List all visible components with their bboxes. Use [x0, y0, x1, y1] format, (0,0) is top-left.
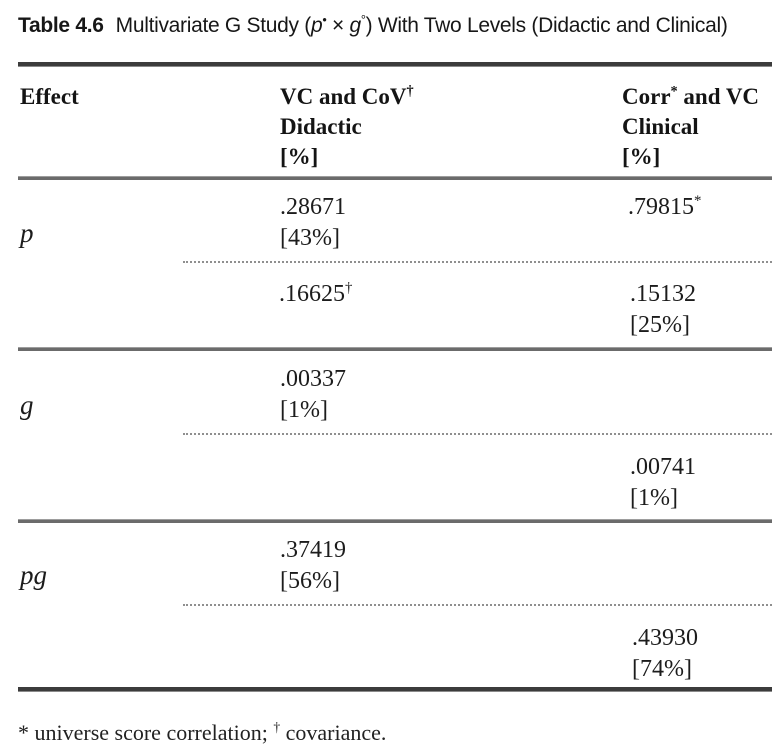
row-divider-dotted-p [183, 261, 772, 263]
table-footnote: * universe score correlation; † covarian… [18, 720, 386, 746]
table-caption: Table 4.6 Multivariate G Study (p• × g°) … [18, 14, 772, 38]
header-didactic-dagger: † [406, 83, 414, 100]
value-text: .00741 [630, 454, 696, 480]
header-clinical-line3: [%] [622, 144, 661, 169]
footnote-text-2: covariance. [280, 720, 387, 745]
caption-sup-bullet: • [322, 13, 327, 27]
header-effect: Effect [20, 84, 79, 109]
caption-var-g: g [349, 14, 361, 37]
row-divider-dotted-g [183, 433, 772, 435]
header-didactic-line3: [%] [280, 144, 319, 169]
cell-g2-clinical-value: .00741 [630, 452, 696, 483]
cell-g2-clinical-pct: [1%] [630, 485, 678, 511]
value-text: .16625 [279, 281, 345, 307]
cell-p2-clinical-pct: [25%] [630, 312, 690, 338]
effect-label-pg: pg [20, 560, 47, 590]
value-sup: † [345, 280, 353, 296]
header-clinical-line1: Corr* and VC [622, 82, 759, 112]
caption-text-pre: Multivariate G Study ( [115, 14, 312, 37]
header-clinical-line2: Clinical [622, 114, 699, 139]
value-text: .15132 [630, 281, 696, 307]
value-sup: * [694, 193, 702, 209]
header-clinical-asterisk: * [670, 83, 678, 100]
value-text: .79815 [628, 194, 694, 220]
value-text: .37419 [280, 537, 346, 563]
header-clinical-corr: Corr [622, 84, 671, 109]
footnote-asterisk: * [18, 720, 29, 745]
cell-p-didactic-value: .28671 [280, 192, 346, 223]
rule-after-p [18, 347, 772, 351]
value-text: .43930 [632, 625, 698, 651]
header-rule [18, 176, 772, 180]
header-didactic-line1: VC and CoV† [280, 82, 414, 112]
cell-p-didactic-pct: [43%] [280, 225, 340, 251]
caption-var-p: p [310, 14, 323, 37]
effect-label-p: p [20, 218, 34, 248]
caption-times: × [326, 14, 350, 37]
cell-g-didactic-pct: [1%] [280, 397, 328, 423]
footnote-text-1: universe score correlation; [29, 720, 274, 745]
cell-p2-didactic-value: .16625† [279, 279, 352, 310]
effect-label-g: g [20, 390, 34, 420]
caption-sup-circle: ° [360, 13, 366, 27]
table-rule-top [18, 62, 772, 67]
cell-pg2-clinical-pct: [74%] [632, 656, 692, 682]
cell-g-didactic-value: .00337 [280, 364, 346, 395]
footnote-dagger: † [273, 719, 281, 735]
header-didactic-line2: Didactic [280, 114, 362, 139]
cell-pg-didactic-pct: [56%] [280, 568, 340, 594]
table-number: Table 4.6 [18, 14, 104, 37]
cell-pg2-clinical-value: .43930 [632, 623, 698, 654]
value-text: .28671 [280, 194, 346, 220]
header-clinical-andvc: and VC [677, 84, 760, 109]
row-divider-dotted-pg [183, 604, 772, 606]
table-rule-bottom [18, 687, 772, 692]
caption-text-post: ) With Two Levels (Didactic and Clinical… [365, 14, 728, 37]
value-text: .00337 [280, 366, 346, 392]
cell-p2-clinical-value: .15132 [630, 279, 696, 310]
header-didactic-title: VC and CoV [280, 84, 407, 109]
cell-pg-didactic-value: .37419 [280, 535, 346, 566]
rule-after-g [18, 519, 772, 523]
cell-p-clinical-value: .79815* [628, 192, 701, 223]
